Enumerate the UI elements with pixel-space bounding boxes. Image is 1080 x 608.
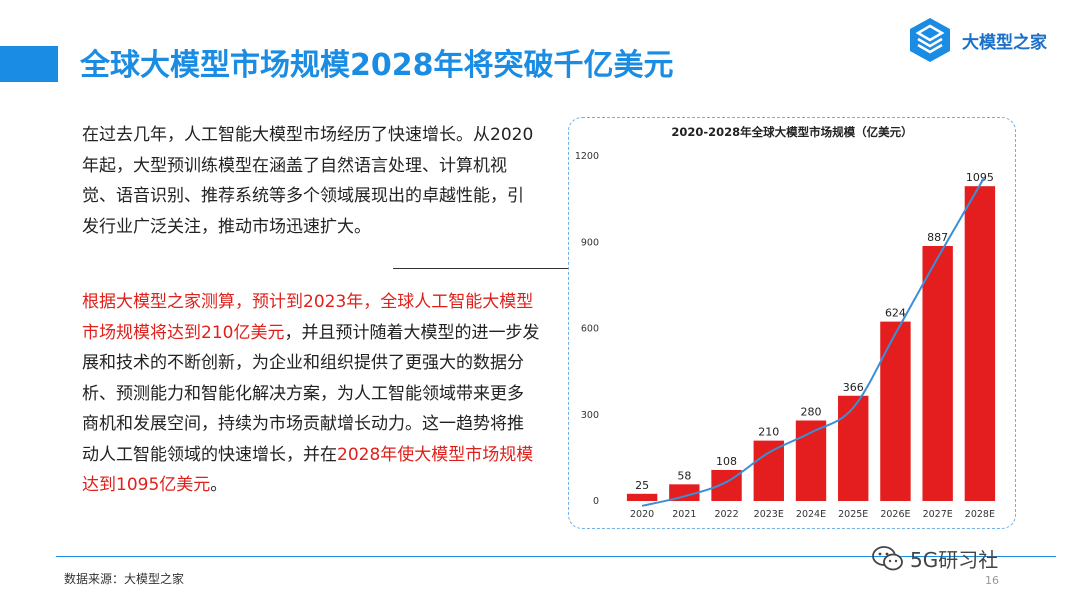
- y-tick-label: 900: [581, 237, 599, 248]
- forecast-2023-highlight: 根据大模型之家测算，预计到2023年，全球人工智能大模型市场规模将达到210亿美…: [82, 292, 534, 343]
- x-tick-label: 2021: [672, 509, 696, 520]
- brand-logo: 大模型之家: [906, 16, 1076, 64]
- y-tick-label: 1200: [575, 151, 599, 162]
- x-tick-label: 2022: [714, 509, 738, 520]
- market-size-bar-chart: 2020-2028年全球大模型市场规模（亿美元） 03006009001200 …: [575, 125, 996, 520]
- x-tick-label: 2025E: [838, 509, 868, 520]
- forecast-body-text: ，并且预计随着大模型的进一步发展和技术的不断创新，为企业和组织提供了更强大的数据…: [82, 322, 540, 465]
- title-accent-bar: [0, 46, 58, 82]
- x-tick-label: 2026E: [880, 509, 910, 520]
- chart-frame: 2020-2028年全球大模型市场规模（亿美元） 0 300 600 900 1200 …: [568, 117, 1016, 529]
- bar: [669, 484, 700, 501]
- data-label: 280: [801, 406, 822, 419]
- bar: [795, 420, 827, 501]
- data-label: 887: [927, 231, 948, 244]
- data-label: 366: [843, 381, 864, 394]
- data-label: 108: [716, 455, 737, 468]
- data-label: 58: [677, 469, 691, 482]
- data-label: 1095: [966, 171, 994, 184]
- y-tick-label: 300: [581, 410, 599, 421]
- x-tick-label: 2024E: [796, 509, 826, 520]
- forecast-2028-highlight: 2028年使大模型市场规模达到1095亿美元: [82, 444, 534, 496]
- x-tick-label: 2027E: [923, 509, 953, 520]
- bar: [838, 395, 869, 501]
- x-tick-label: 2028E: [965, 509, 995, 520]
- bar: [964, 186, 996, 501]
- page-title: 全球大模型市场规模2028年将突破千亿美元: [80, 48, 674, 83]
- bar: [922, 245, 953, 501]
- forecast-end-punct: 。: [210, 475, 228, 495]
- footer-divider: [56, 556, 1056, 557]
- x-tick-label: 2023E: [754, 509, 784, 520]
- chart-title: 2020-2028年全球大模型市场规模（亿美元）: [671, 125, 912, 139]
- watermark: 5G研习社: [872, 544, 998, 573]
- data-source-note: 数据来源：大模型之家: [64, 572, 185, 586]
- wechat-icon: [872, 545, 903, 570]
- trend-curve: [641, 177, 985, 507]
- page-number: 16: [985, 574, 999, 587]
- data-label: 25: [635, 479, 649, 492]
- y-tick-label: 600: [581, 324, 599, 335]
- data-label: 210: [758, 426, 779, 439]
- data-label: 624: [885, 307, 906, 320]
- y-tick-label: 0: [593, 496, 599, 507]
- bar: [626, 493, 658, 501]
- bar: [753, 440, 784, 501]
- brand-name: 大模型之家: [962, 32, 1047, 53]
- x-tick-label: 2020: [630, 509, 654, 520]
- bar: [880, 321, 911, 501]
- watermark-text: 5G研习社: [910, 548, 999, 572]
- forecast-paragraph: 根据大模型之家测算，预计到2023年，全球人工智能大模型市场规模将达到210亿美…: [82, 287, 540, 501]
- layered-hexagon-logo-icon: [910, 18, 950, 62]
- intro-paragraph: 在过去几年，人工智能大模型市场经历了快速增长。从2020年起，大型预训练模型在涵…: [82, 125, 534, 237]
